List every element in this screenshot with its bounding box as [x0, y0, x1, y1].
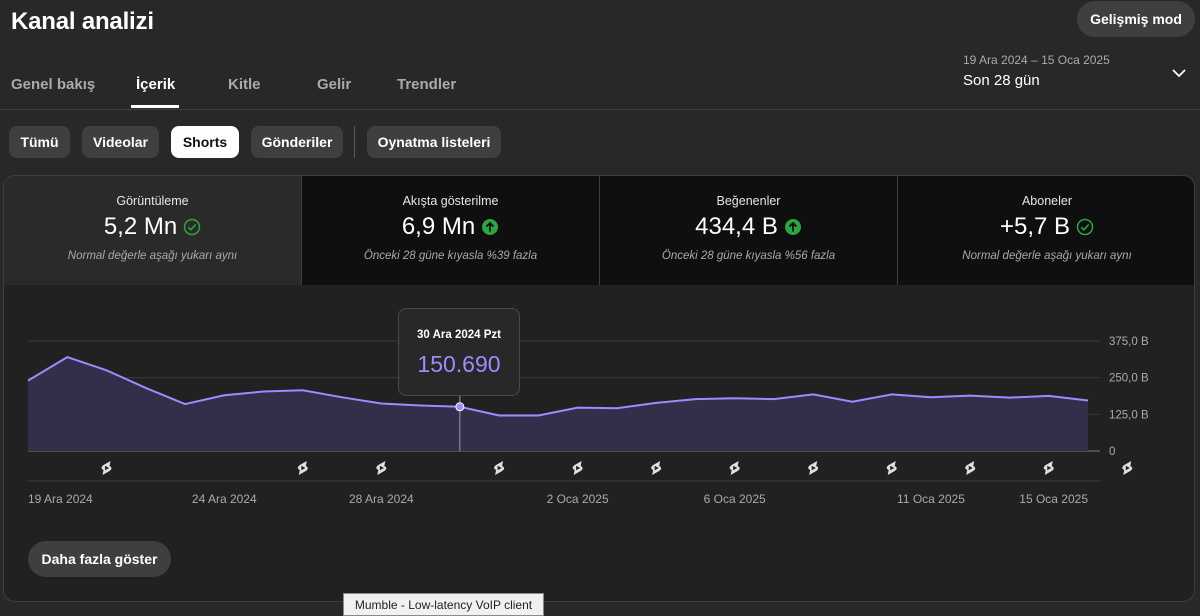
hover-point	[455, 402, 465, 412]
filter-chip-playlists[interactable]: Oynatma listeleri	[367, 126, 501, 158]
y-tick-label: 250,0 B	[1109, 373, 1149, 385]
tooltip-value: 150.690	[417, 351, 501, 377]
x-tick-label: 19 Ara 2024	[28, 492, 93, 506]
page-title: Kanal analizi	[11, 8, 154, 35]
x-tick-label: 6 Oca 2025	[704, 492, 766, 506]
filter-chip-all[interactable]: Tümü	[9, 126, 70, 158]
shorts-icon[interactable]	[651, 461, 662, 475]
shorts-icon[interactable]	[886, 461, 897, 475]
tab-revenue[interactable]: Gelir	[317, 76, 352, 93]
y-tick-label: 0	[1109, 446, 1115, 458]
tab-trends[interactable]: Trendler	[397, 76, 457, 93]
filter-chip-videos[interactable]: Videolar	[82, 126, 159, 158]
metric-comparison: Önceki 28 güne kıyasla %39 fazla	[363, 250, 538, 262]
arrow-up-circle-icon	[784, 219, 801, 235]
y-tick-label: 125,0 B	[1109, 409, 1149, 421]
chevron-down-icon[interactable]	[1170, 64, 1188, 82]
shorts-icon[interactable]	[1043, 461, 1054, 475]
metric-label: Akışta gösterilme	[402, 194, 499, 208]
x-tick-label: 28 Ara 2024	[349, 492, 414, 506]
shorts-icon[interactable]	[729, 461, 740, 475]
metric-label: Görüntüleme	[116, 194, 189, 208]
shorts-icon[interactable]	[808, 461, 819, 475]
tab-audience[interactable]: Kitle	[228, 76, 261, 93]
chart-tooltip: 30 Ara 2024 Pzt 150.690	[398, 308, 520, 396]
metric-divider	[301, 176, 302, 285]
metric-comparison: Normal değerle aşağı yukarı aynı	[67, 250, 238, 262]
tab-content[interactable]: İçerik	[136, 76, 176, 93]
metric-likes[interactable]: Beğenenler 434,4 B Önceki 28 güne kıyasl…	[600, 176, 897, 285]
metric-comparison: Önceki 28 güne kıyasla %56 fazla	[661, 250, 836, 262]
metric-value: +5,7 B	[999, 213, 1071, 240]
shorts-icon[interactable]	[101, 461, 112, 475]
arrow-up-circle-icon	[482, 219, 499, 235]
series-area	[28, 357, 1088, 451]
advanced-mode-button[interactable]: Gelişmiş mod	[1077, 1, 1195, 37]
metric-value: 5,2 Mn	[103, 213, 178, 240]
x-tick-label: 11 Oca 2025	[897, 492, 965, 506]
tooltip-date: 30 Ara 2024 Pzt	[417, 329, 501, 341]
x-tick-label: 2 Oca 2025	[547, 492, 609, 506]
y-tick-label: 375,0 B	[1109, 336, 1149, 348]
series-line	[27, 356, 1089, 417]
metric-views[interactable]: Görüntüleme 5,2 Mn Normal değerle aşağı …	[4, 176, 301, 285]
header: Kanal analizi Gelişmiş mod Genel bakış İ…	[0, 0, 1200, 110]
tab-overview[interactable]: Genel bakış	[11, 76, 96, 93]
metric-label: Beğenenler	[716, 194, 781, 208]
x-tick-label: 24 Ara 2024	[192, 492, 257, 506]
metric-value: 434,4 B	[695, 213, 778, 240]
chip-divider	[354, 126, 355, 158]
system-tooltip: Mumble - Low-latency VoIP client	[343, 593, 544, 616]
shorts-icon[interactable]	[1122, 461, 1133, 475]
check-circle-icon	[1076, 218, 1094, 236]
x-tick-label: 15 Oca 2025	[1019, 492, 1088, 506]
shorts-icon[interactable]	[965, 461, 976, 475]
show-more-button[interactable]: Daha fazla göster	[28, 541, 171, 577]
filter-chip-shorts[interactable]: Shorts	[171, 126, 239, 158]
metric-subscribers[interactable]: Aboneler +5,7 B Normal değerle aşağı yuk…	[898, 176, 1194, 285]
shorts-icon[interactable]	[376, 461, 387, 475]
shorts-icon[interactable]	[572, 461, 583, 475]
check-circle-icon	[183, 218, 201, 236]
analytics-card: Görüntüleme 5,2 Mn Normal değerle aşağı …	[3, 175, 1195, 602]
active-tab-indicator	[131, 105, 179, 108]
date-period-label[interactable]: Son 28 gün	[963, 72, 1040, 89]
metric-comparison: Normal değerle aşağı yukarı aynı	[962, 250, 1132, 262]
shorts-icon[interactable]	[494, 461, 505, 475]
shorts-icon[interactable]	[297, 461, 308, 475]
date-range-text[interactable]: 19 Ara 2024 – 15 Oca 2025	[963, 53, 1110, 67]
metric-divider	[599, 176, 600, 285]
metric-label: Aboneler	[1021, 194, 1073, 208]
filter-chip-posts[interactable]: Gönderiler	[251, 126, 343, 158]
metric-divider	[897, 176, 898, 285]
metric-impressions[interactable]: Akışta gösterilme 6,9 Mn Önceki 28 güne …	[302, 176, 599, 285]
metric-value: 6,9 Mn	[401, 213, 476, 240]
